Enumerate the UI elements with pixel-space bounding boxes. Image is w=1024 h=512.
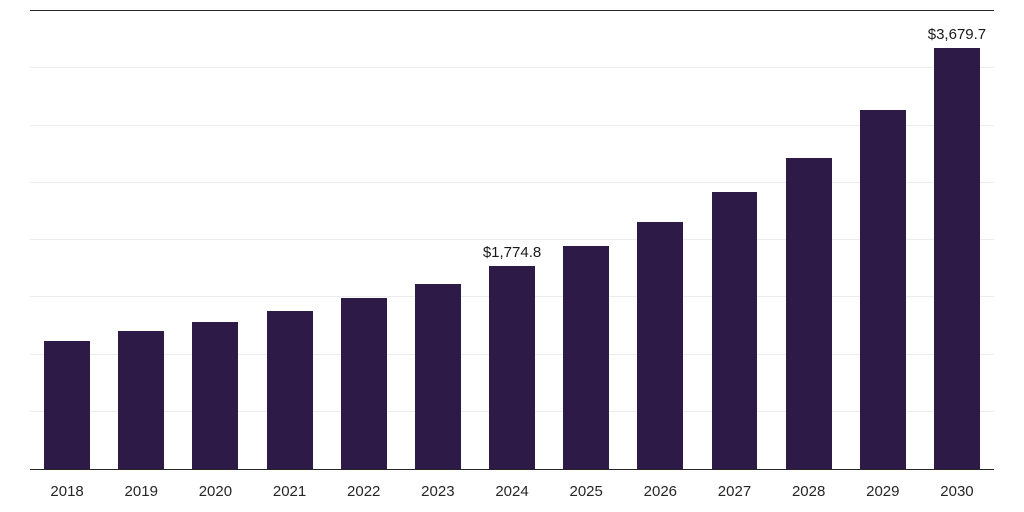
gridline: [30, 239, 994, 240]
x-tick-label-2027: 2027: [717, 482, 752, 500]
x-tick-label-2022: 2022: [347, 482, 381, 500]
bar-2030: [933, 47, 980, 469]
bar-column-2022: [327, 11, 401, 469]
x-tick-label-2026: 2026: [643, 482, 678, 500]
x-tick-label-2020: 2020: [198, 482, 233, 500]
bar-column-2026: [623, 11, 697, 469]
bar-value-label-2024: $1,774.8: [482, 243, 542, 261]
x-tick-label-2030: 2030: [940, 482, 974, 500]
bar-column-2021: [252, 11, 326, 469]
x-tick-label-2021: 2021: [272, 482, 307, 500]
gridline: [30, 181, 994, 183]
bar-column-2028: [772, 11, 846, 469]
x-tick-label-2029: 2029: [866, 482, 900, 500]
gridline: [30, 67, 994, 69]
bar-column-2023: [401, 11, 475, 469]
bar-value-label-2030: $3,679.7: [927, 25, 987, 43]
x-axis: 2018 2019 2020 2021 2022 2023 2024 2025 2026 2027…: [30, 470, 994, 512]
bar-2020: [192, 322, 239, 469]
bar-column-2027: [697, 11, 771, 469]
bar-column-2029: [846, 11, 920, 469]
bar-2019: [118, 331, 165, 469]
bar-2025: [563, 246, 610, 469]
x-tick-label-2028: 2028: [791, 482, 826, 500]
x-tick-label-2025: 2025: [569, 482, 603, 500]
bar-2021: [266, 311, 313, 469]
bar-column-2018: [30, 11, 104, 469]
x-tick-label-2024: 2024: [495, 482, 529, 500]
bar-2028: [785, 157, 832, 469]
bar-column-2030: $3,679.7: [920, 11, 994, 469]
bar-column-2024: $1,774.8: [475, 11, 549, 469]
bar-column-2025: [549, 11, 623, 469]
bar-2022: [340, 297, 387, 469]
bars-container: $1,774.8 $3,679.7: [30, 11, 994, 469]
bar-2024: [489, 265, 535, 469]
bar-2029: [859, 110, 906, 469]
plot-area: $1,774.8 $3,679.7: [30, 10, 994, 470]
x-tick-label-2018: 2018: [50, 482, 84, 500]
bar-2026: [637, 222, 684, 469]
x-tick-label-2019: 2019: [124, 482, 158, 500]
bar-2018: [44, 341, 91, 469]
bar-2023: [414, 284, 461, 469]
gridline: [30, 124, 994, 126]
bar-column-2019: [104, 11, 178, 469]
bar-column-2020: [178, 11, 252, 469]
x-tick-label-2023: 2023: [421, 482, 455, 500]
bar-2027: [711, 192, 758, 469]
